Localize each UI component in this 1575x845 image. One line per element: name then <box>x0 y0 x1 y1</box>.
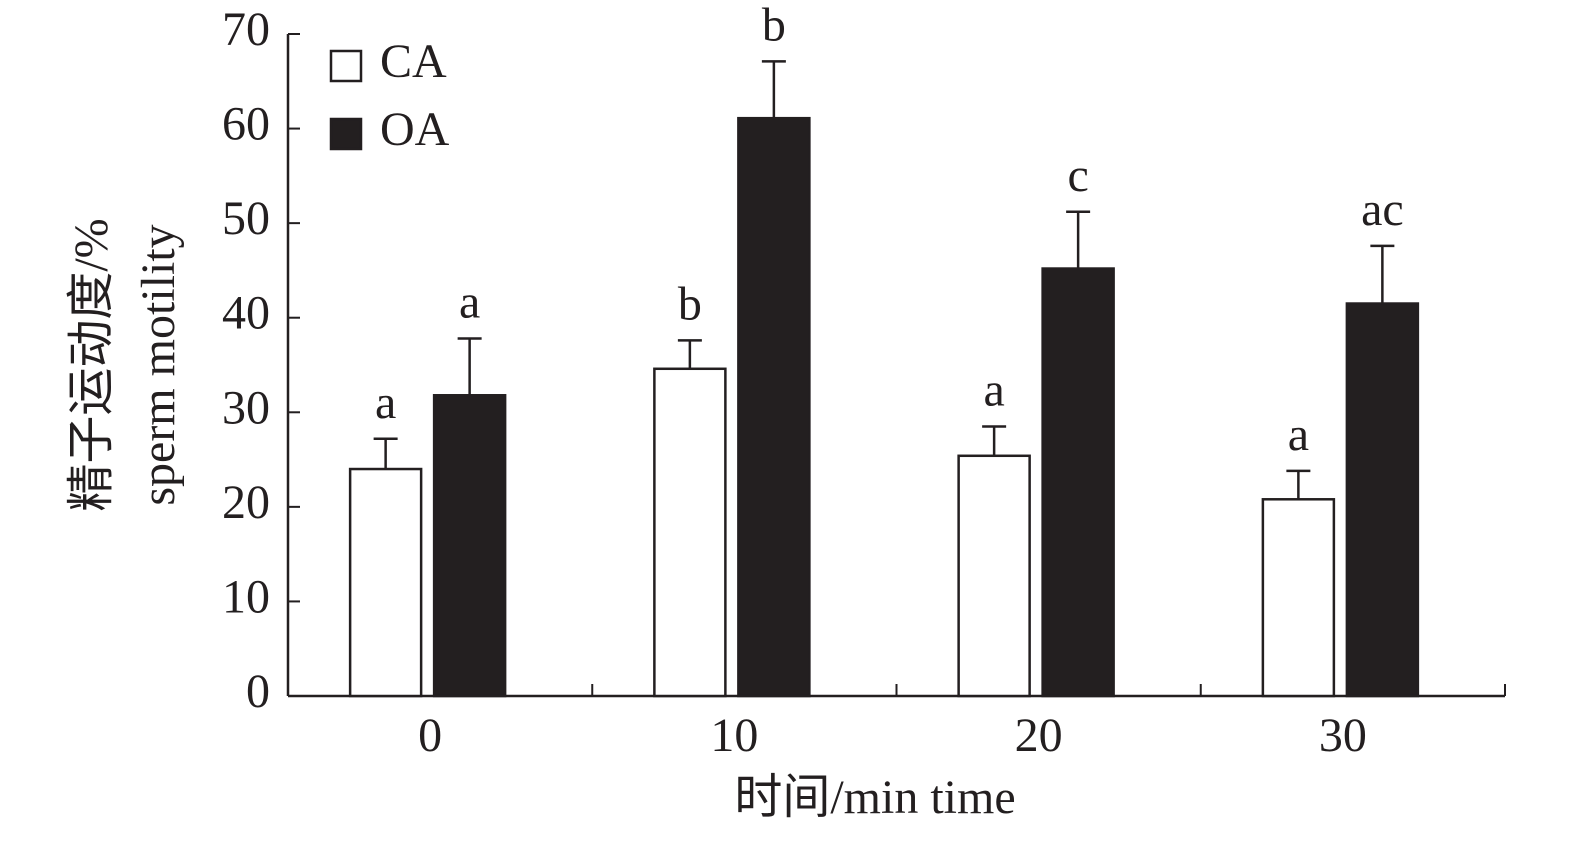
y-tick-label: 40 <box>222 287 270 340</box>
x-tick-label: 0 <box>418 709 442 762</box>
significance-label: b <box>678 277 702 330</box>
legend-swatch <box>329 49 363 83</box>
x-axis-label: 时间/min time <box>734 771 1015 824</box>
bar <box>348 467 423 698</box>
significance-label: c <box>1067 149 1088 202</box>
y-tick-label: 10 <box>222 570 270 623</box>
bar <box>1345 302 1420 698</box>
significance-label: a <box>459 276 480 329</box>
significance-label: b <box>762 0 786 51</box>
legend-label: CA <box>380 35 447 88</box>
bar <box>1041 267 1115 698</box>
y-tick-label: 50 <box>222 192 270 245</box>
y-axis-label: sperm motility <box>132 224 185 505</box>
x-tick-label: 20 <box>1015 709 1063 762</box>
x-tick-label: 30 <box>1319 709 1367 762</box>
bar <box>653 367 727 698</box>
bar <box>1261 498 1336 698</box>
significance-label: ac <box>1361 183 1404 236</box>
y-tick-label: 30 <box>222 381 270 434</box>
bar <box>957 454 1031 698</box>
significance-label: a <box>375 376 396 429</box>
y-tick-label: 60 <box>222 98 270 151</box>
y-tick-label: 70 <box>222 3 270 56</box>
y-tick-label: 20 <box>222 476 270 529</box>
y-axis-label: 精子运动度/% <box>65 218 118 511</box>
legend-label: OA <box>380 103 450 156</box>
bar <box>737 116 811 698</box>
legend-swatch <box>329 117 363 151</box>
significance-label: a <box>983 363 1004 416</box>
y-tick-label: 0 <box>246 665 270 718</box>
significance-label: a <box>1288 408 1309 461</box>
x-tick-label: 10 <box>710 709 758 762</box>
bar <box>432 394 507 698</box>
